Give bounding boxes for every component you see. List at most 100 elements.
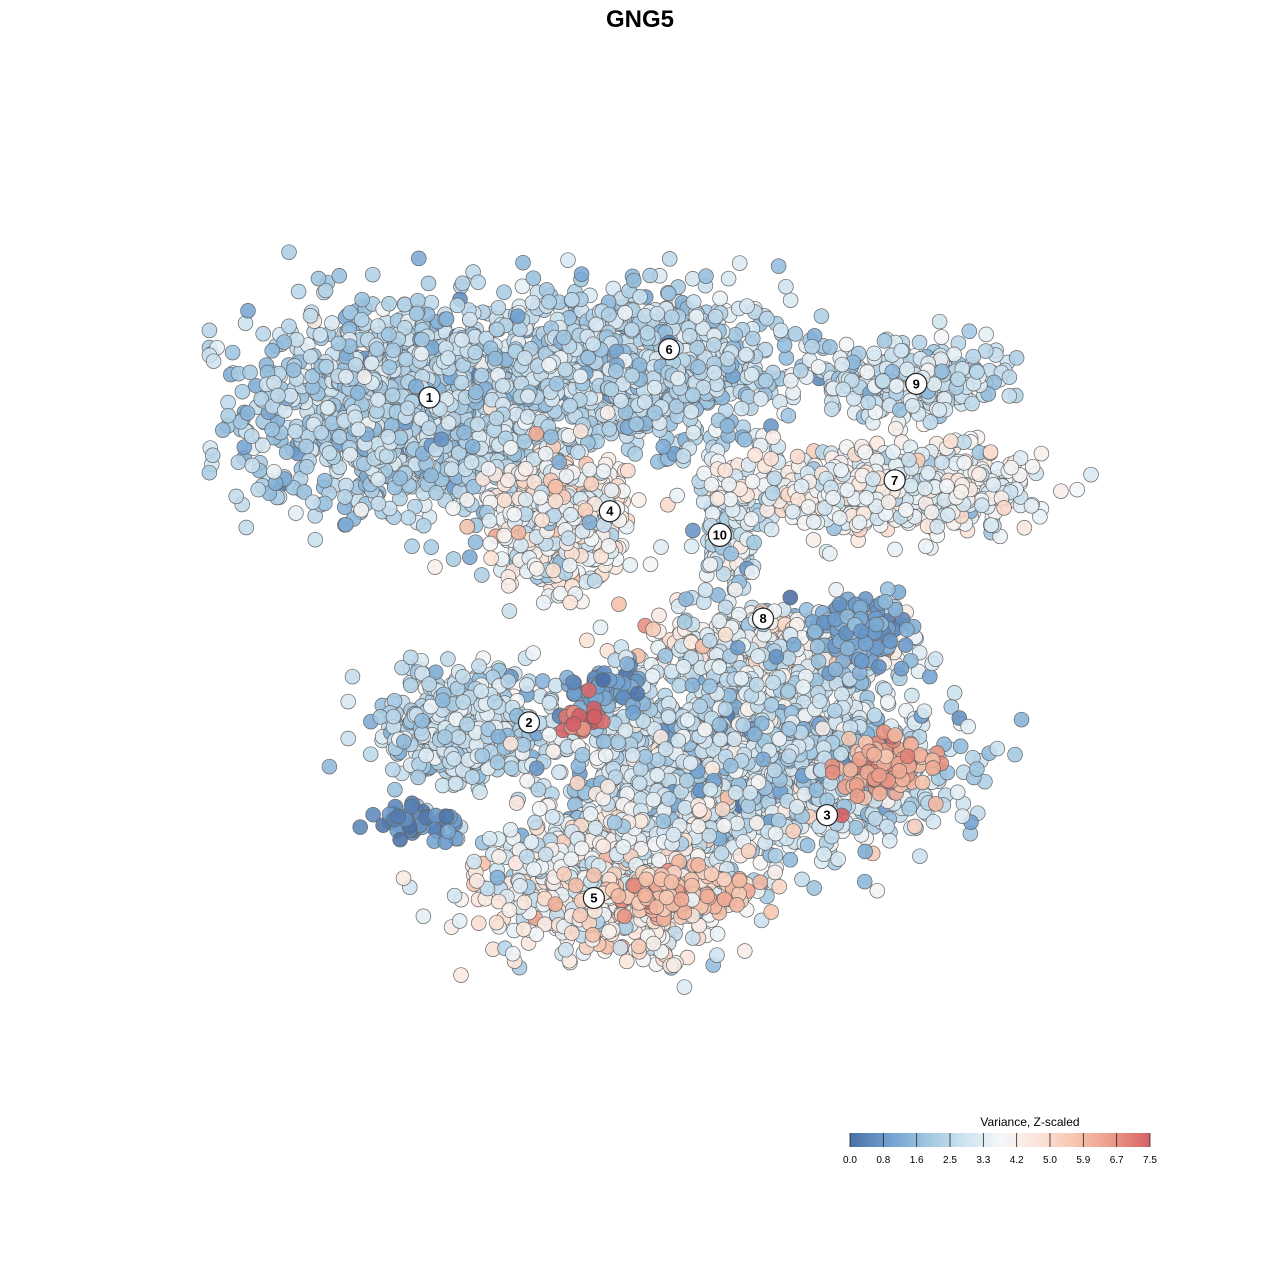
cell-point: [893, 342, 909, 359]
cell-point: [350, 385, 366, 401]
cell-point: [547, 479, 564, 495]
cell-point: [978, 326, 994, 343]
cell-point: [264, 421, 280, 438]
cell-point: [706, 365, 723, 381]
cell-point: [532, 489, 548, 506]
cell-point: [690, 359, 706, 375]
cell-point: [720, 270, 737, 287]
cell-point: [839, 482, 856, 498]
cell-point: [601, 421, 618, 437]
cell-point: [557, 361, 574, 378]
cell-point: [421, 420, 437, 436]
cell-point: [414, 331, 430, 348]
cell-point: [804, 338, 820, 355]
cell-point: [380, 429, 396, 445]
cell-point: [481, 512, 498, 529]
cell-point: [651, 607, 667, 624]
cell-point: [1069, 481, 1085, 498]
cell-point: [813, 308, 830, 324]
cell-point: [739, 298, 755, 314]
cell-point: [776, 337, 793, 353]
cell-point: [517, 350, 533, 366]
cell-point: [239, 405, 256, 421]
cell-point: [469, 416, 486, 433]
cell-point: [620, 462, 636, 479]
cell-point: [317, 282, 334, 299]
cell-point: [396, 296, 413, 313]
cell-point: [228, 488, 244, 505]
cell-point: [702, 556, 719, 573]
cell-point: [354, 291, 370, 308]
cell-point: [281, 318, 297, 335]
cell-point: [974, 497, 990, 514]
cell-point: [410, 292, 426, 309]
cell-point: [628, 416, 645, 432]
cell-point: [683, 538, 700, 555]
cell-point: [1001, 388, 1018, 404]
cell-point: [500, 578, 517, 594]
cell-point: [288, 505, 304, 521]
cell-point: [923, 504, 940, 521]
cell-point: [428, 485, 444, 501]
cell-point: [875, 373, 891, 389]
cell-point: [242, 364, 258, 381]
cell-point: [503, 440, 519, 456]
cell-point: [204, 447, 221, 464]
cell-point: [956, 434, 972, 450]
cell-point: [712, 290, 728, 307]
cell-point: [398, 351, 414, 368]
cell-point: [440, 415, 457, 431]
cell-point: [965, 348, 981, 365]
cell-point: [381, 326, 397, 343]
cell-point: [624, 321, 640, 338]
cell-point: [592, 619, 609, 636]
cell-point: [953, 484, 969, 500]
cell-point: [488, 410, 505, 427]
cell-point: [287, 423, 304, 440]
cell-point: [888, 420, 904, 437]
cell-point: [340, 730, 356, 747]
cell-point: [1016, 520, 1033, 536]
cell-point: [201, 322, 218, 339]
cell-point: [866, 345, 882, 362]
cell-point: [253, 391, 269, 407]
cell-point: [305, 494, 321, 510]
cell-point: [423, 539, 439, 555]
cell-point: [353, 502, 369, 518]
cell-point: [238, 519, 255, 536]
cell-point: [440, 651, 456, 667]
cell-point: [560, 530, 577, 547]
cell-point: [624, 367, 640, 384]
cell-point: [778, 350, 795, 366]
cell-point: [513, 537, 529, 554]
cell-point: [369, 341, 385, 357]
cell-point: [500, 673, 517, 689]
cell-point: [858, 490, 875, 506]
cell-point: [541, 294, 557, 310]
cell-point: [201, 464, 218, 481]
cell-point: [342, 446, 358, 463]
cell-point: [599, 404, 616, 421]
cell-point: [537, 446, 554, 462]
cell-point: [632, 289, 648, 305]
cell-point: [381, 296, 397, 312]
cell-point: [685, 425, 702, 441]
cell-point: [649, 305, 666, 322]
cell-point: [321, 758, 338, 775]
cell-point: [810, 359, 827, 375]
cell-point: [344, 668, 361, 685]
cell-point: [860, 394, 877, 411]
cell-point: [1053, 483, 1069, 499]
cell-point: [670, 370, 686, 387]
cell-point: [664, 309, 680, 325]
cell-point: [898, 502, 914, 518]
cell-point: [697, 582, 714, 598]
cell-point: [423, 467, 439, 484]
cell-point: [1033, 445, 1050, 462]
cell-point: [316, 472, 333, 489]
cell-point: [717, 462, 734, 479]
cell-point: [770, 258, 787, 274]
cell-point: [721, 476, 737, 493]
cell-point: [950, 371, 966, 387]
cell-point: [363, 355, 380, 372]
